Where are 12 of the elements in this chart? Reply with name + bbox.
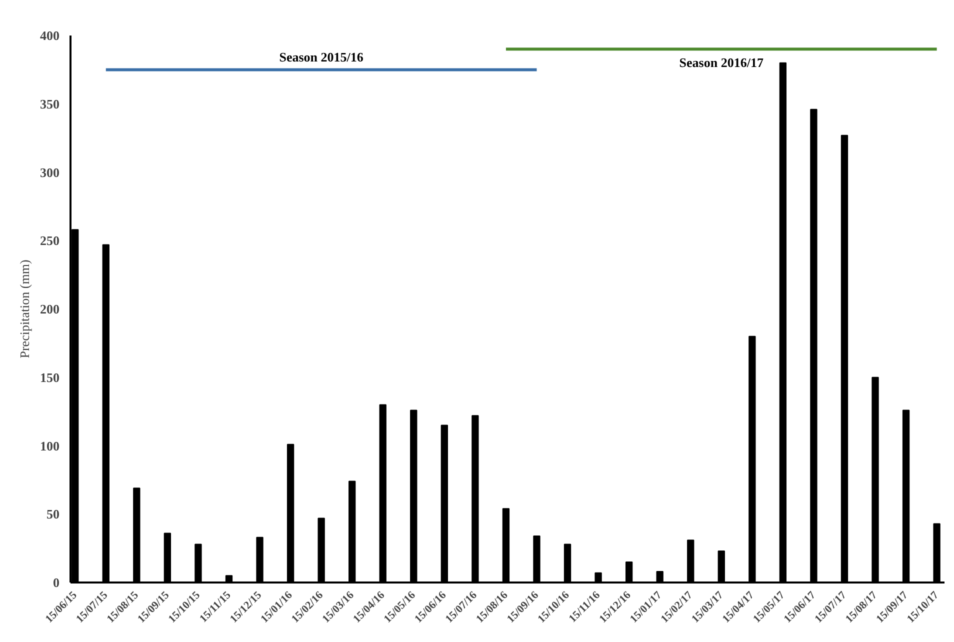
y-tick-label: 0 — [53, 575, 60, 590]
y-tick-label: 250 — [40, 233, 60, 248]
y-tick-label: 150 — [40, 370, 60, 385]
y-tick-label: 50 — [46, 506, 60, 522]
y-tick-label: 350 — [40, 96, 60, 112]
y-tick-label: 200 — [40, 302, 60, 316]
y-tick-label: 300 — [40, 164, 60, 180]
series-label: Season 2016/17 — [679, 55, 764, 70]
series-label: Season 2015/16 — [279, 50, 364, 65]
y-tick-label: 400 — [40, 28, 60, 43]
y-tick-label: 100 — [40, 438, 60, 454]
y-axis-title: Precipitation (mm) — [17, 260, 32, 358]
